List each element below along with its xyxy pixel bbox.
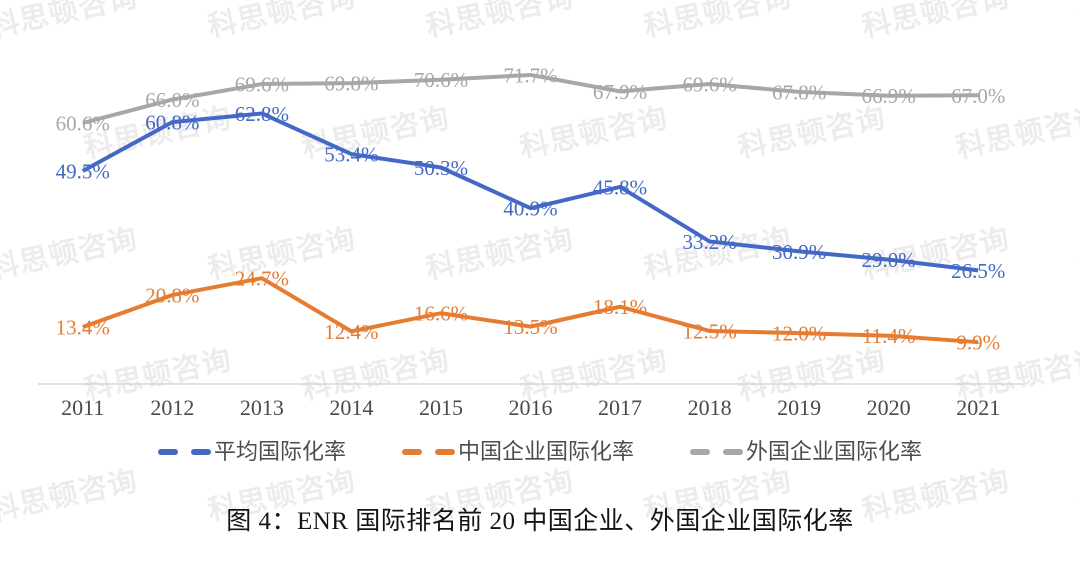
x-tick-label: 2018 (688, 395, 732, 420)
x-tick-label: 2016 (509, 395, 553, 420)
data-label: 60.8% (145, 111, 199, 135)
data-label: 20.8% (145, 284, 199, 308)
x-tick-label: 2012 (150, 395, 194, 420)
legend-item-foreign: 外国企业国际化率 (690, 441, 922, 463)
figure-caption: 图 4：ENR 国际排名前 20 中国企业、外国企业国际化率 (226, 508, 854, 535)
data-label: 49.5% (56, 159, 110, 183)
series-line-0 (81, 111, 979, 273)
series-line-2 (82, 72, 979, 125)
legend-label-foreign: 外国企业国际化率 (746, 439, 923, 464)
data-label: 29.0% (862, 248, 916, 272)
x-tick-label: 2011 (61, 395, 104, 420)
data-label: 9.9% (956, 331, 1000, 355)
x-tick-label: 2019 (777, 395, 821, 420)
data-label: 18.1% (593, 295, 647, 319)
data-label: 12.0% (772, 322, 826, 346)
legend-item-average: 平均国际化率 (157, 439, 346, 464)
data-label: 70.6% (414, 68, 468, 92)
data-label: 60.6% (56, 111, 110, 135)
legend-line-dash-icon (190, 449, 211, 455)
data-label: 11.4% (862, 324, 915, 348)
data-label: 12.5% (682, 319, 736, 343)
data-label: 40.9% (503, 197, 557, 221)
data-label: 67.8% (772, 80, 826, 104)
data-label: 71.7% (503, 63, 557, 87)
data-label: 66.0% (145, 88, 199, 112)
data-label: 26.5% (951, 259, 1005, 283)
data-label: 69.6% (682, 73, 736, 97)
x-tick-label: 2017 (598, 395, 642, 420)
x-tick-label: 2015 (419, 395, 463, 420)
legend-line-dash-icon (401, 449, 422, 455)
data-label: 16.6% (414, 302, 468, 326)
legend-line-dash-icon (157, 449, 178, 455)
x-tick-label: 2013 (240, 395, 284, 420)
data-label: 66.9% (862, 84, 916, 108)
data-label: 67.9% (593, 80, 647, 104)
data-label: 45.8% (593, 175, 647, 199)
data-label: 33.2% (682, 230, 736, 254)
legend-label-average: 平均国际化率 (213, 439, 346, 464)
data-label: 69.8% (324, 72, 378, 96)
chart-legend: 平均国际化率 中国企业国际化率 外国企业国际化率 (0, 441, 1080, 463)
data-label: 30.9% (772, 240, 826, 264)
data-label: 69.6% (235, 73, 289, 97)
data-label: 12.4% (324, 320, 378, 344)
legend-item-china: 中国企业国际化率 (401, 439, 634, 464)
series-line-1 (82, 276, 979, 345)
legend-line-dash-icon (434, 449, 455, 455)
data-label: 53.4% (324, 143, 378, 167)
x-tick-label: 2014 (329, 395, 373, 420)
data-label: 13.4% (56, 316, 110, 340)
line-chart: 49.5% 60.8% 62.8% 53.4% 50.3% 40.9% 45.8% 33.2%… (38, 63, 1023, 420)
legend-line-dash-icon (690, 449, 710, 455)
data-label: 13.5% (503, 315, 557, 339)
x-tick-label: 2021 (956, 395, 1000, 420)
legend-label-china: 中国企业国际化率 (457, 439, 634, 464)
legend-line-dash-icon (723, 449, 743, 455)
data-label: 50.3% (414, 156, 468, 180)
data-label: 24.7% (235, 267, 289, 291)
data-label: 62.8% (235, 102, 289, 126)
data-label: 67.0% (951, 84, 1005, 108)
x-tick-label: 2020 (867, 395, 911, 420)
